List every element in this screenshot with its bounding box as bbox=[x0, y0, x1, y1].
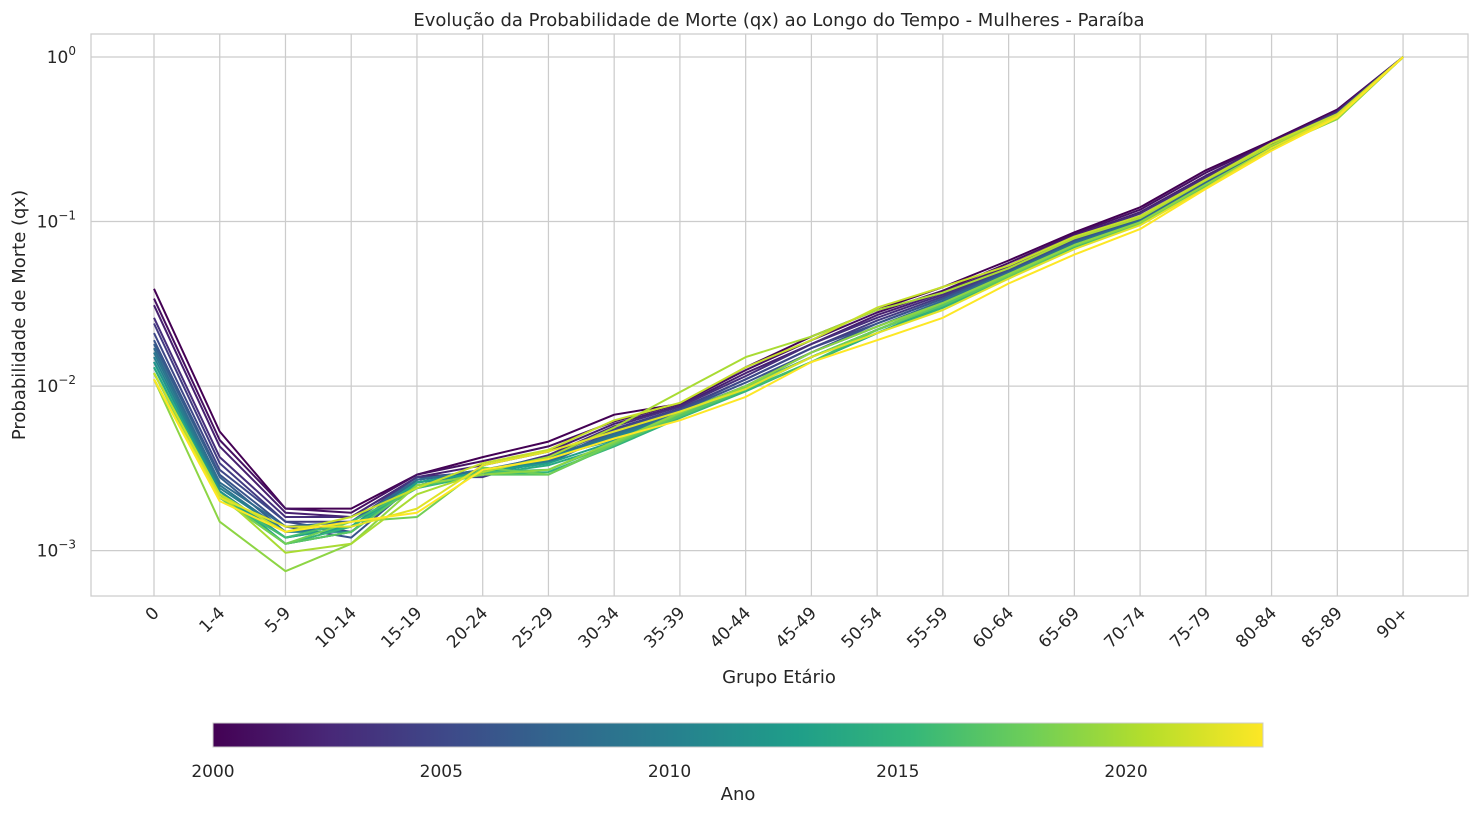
series-line-2020 bbox=[153, 56, 1404, 554]
series-line-2012 bbox=[153, 56, 1404, 545]
plot-frame bbox=[90, 33, 1469, 597]
grid bbox=[91, 34, 1468, 596]
x-tick-label: 45-49 bbox=[772, 603, 821, 652]
x-tick-label: 0 bbox=[142, 603, 164, 625]
colorbar-tick-label: 2015 bbox=[876, 762, 919, 782]
x-tick-label: 40-44 bbox=[706, 603, 755, 652]
x-tick-label: 60-64 bbox=[969, 603, 1018, 652]
series-line-2006 bbox=[153, 56, 1404, 539]
y-tick-label: 10−1 bbox=[37, 209, 76, 233]
x-tick-label: 85-89 bbox=[1298, 603, 1347, 652]
x-tick-label: 1-4 bbox=[195, 603, 229, 637]
series-line-2007 bbox=[153, 56, 1404, 533]
series-line-2010 bbox=[153, 56, 1404, 533]
x-tick-label: 25-29 bbox=[509, 603, 558, 652]
x-tick-label: 35-39 bbox=[640, 603, 689, 652]
series-line-2009 bbox=[153, 56, 1404, 533]
series-line-2000 bbox=[153, 56, 1404, 510]
series-line-2005 bbox=[153, 56, 1404, 533]
x-tick-label: 15-19 bbox=[377, 603, 426, 652]
x-tick-label: 70-74 bbox=[1101, 603, 1150, 652]
y-tick-label: 10−2 bbox=[37, 373, 76, 397]
x-axis-label: Grupo Etário bbox=[722, 667, 836, 688]
colorbar bbox=[212, 722, 1264, 748]
x-tick-label: 10-14 bbox=[312, 603, 361, 652]
colorbar-tick-label: 2005 bbox=[420, 762, 463, 782]
series-line-2021 bbox=[153, 56, 1404, 533]
series-line-2004 bbox=[153, 56, 1404, 523]
series-line-2022 bbox=[153, 56, 1404, 528]
x-tick-label: 80-84 bbox=[1232, 603, 1281, 652]
series-line-2013 bbox=[153, 56, 1404, 539]
x-tick-label: 50-54 bbox=[838, 603, 887, 652]
series-line-2015 bbox=[153, 56, 1404, 545]
x-tick-label: 75-79 bbox=[1166, 603, 1215, 652]
x-tick-label: 65-69 bbox=[1035, 603, 1084, 652]
y-axis-label: Probabilidade de Morte (qx) bbox=[9, 190, 30, 440]
series-line-2023 bbox=[153, 56, 1404, 533]
series-line-2014 bbox=[153, 56, 1404, 545]
x-tick-label: 90+ bbox=[1373, 603, 1413, 643]
y-tick-label: 100 bbox=[47, 44, 76, 68]
x-tick-label: 20-24 bbox=[443, 603, 492, 652]
series-line-2001 bbox=[153, 56, 1404, 514]
series-line-2003 bbox=[153, 56, 1404, 518]
colorbar-tick-label: 2010 bbox=[648, 762, 691, 782]
chart-title: Evolução da Probabilidade de Morte (qx) … bbox=[413, 10, 1144, 31]
series-lines bbox=[153, 56, 1404, 573]
colorbar-tick-labels: 2000 2005 2010 2015 2020 bbox=[191, 762, 1147, 782]
colorbar-tick-label: 2000 bbox=[191, 762, 234, 782]
series-line-2008 bbox=[153, 56, 1404, 528]
x-tick-label: 5-9 bbox=[261, 603, 295, 637]
y-tick-label: 10−3 bbox=[37, 538, 76, 562]
x-tick-labels: 0 1-4 5-9 10-14 15-19 20-24 25-29 30-34 35-39 40-… bbox=[142, 603, 1413, 652]
y-tick-labels: 10−3 10−2 10−1 100 bbox=[37, 44, 76, 562]
series-line-2016 bbox=[153, 56, 1404, 539]
colorbar-tick-label: 2020 bbox=[1104, 762, 1147, 782]
series-line-2011 bbox=[153, 56, 1404, 539]
x-tick-label: 55-59 bbox=[903, 603, 952, 652]
series-line-2018 bbox=[153, 56, 1404, 545]
series-line-2019 bbox=[153, 56, 1404, 573]
series-line-2017 bbox=[153, 56, 1404, 545]
colorbar-label: Ano bbox=[721, 784, 756, 805]
series-line-2002 bbox=[153, 56, 1404, 518]
x-tick-label: 30-34 bbox=[575, 603, 624, 652]
